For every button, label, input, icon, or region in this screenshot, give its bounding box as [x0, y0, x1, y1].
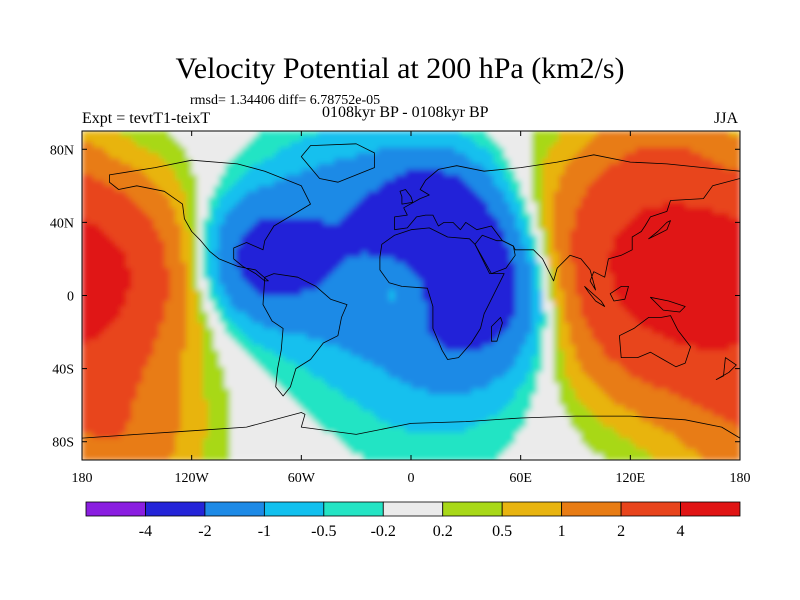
coastlines	[82, 143, 740, 460]
coastline-south-america	[262, 273, 348, 397]
colorbar-swatch	[263, 501, 325, 517]
x-tick-label: 60E	[509, 471, 532, 486]
coastline-new-guinea	[650, 296, 686, 313]
colorbar-label: 4	[677, 523, 685, 540]
colorbar-label: -0.2	[371, 523, 396, 540]
coastline-arabia	[474, 234, 516, 275]
colorbar: -4 -2 -1 -0.5 -0.2 0.2 0.5 1 2 4	[85, 501, 741, 540]
coastline-madagascar	[490, 316, 503, 342]
colorbar-swatch	[561, 501, 622, 517]
colorbar-swatch	[323, 501, 384, 517]
x-tick-label: 120E	[616, 471, 646, 486]
coastline-antarctica	[82, 412, 740, 460]
colorbar-label: 0.5	[492, 523, 512, 540]
chart-title: Velocity Potential at 200 hPa (km2/s)	[175, 52, 625, 85]
period-label: 0108kyr BP - 0108kyr BP	[322, 104, 489, 121]
colorbar-swatch	[680, 501, 741, 517]
x-tick-label: 180	[730, 471, 751, 486]
y-tick-label: 80S	[52, 436, 74, 451]
colorbar-label: -4	[139, 523, 152, 540]
colorbar-label: 0.2	[433, 523, 453, 540]
y-tick-label: 40S	[52, 363, 74, 378]
experiment-label: Expt = tevtT1-teixT	[82, 110, 211, 127]
coastline-borneo	[609, 285, 629, 302]
contour-field	[82, 131, 740, 460]
colorbar-swatch	[442, 501, 503, 517]
colorbar-swatch	[145, 501, 206, 517]
coastline-australia	[619, 315, 691, 368]
coastline-new-zealand	[715, 357, 737, 381]
colorbar-swatch	[85, 501, 146, 517]
coastline-africa	[379, 227, 505, 360]
y-tick-label: 0	[67, 290, 74, 305]
axis-ticks: 180 120W 60W 0 60E 120E 180 80N 40N 0 40S 80S	[50, 131, 751, 486]
x-tick-label: 120W	[175, 471, 210, 486]
y-tick-label: 40N	[50, 216, 74, 231]
colorbar-label: -1	[258, 523, 271, 540]
colorbar-swatch	[204, 501, 265, 517]
colorbar-label: -2	[198, 523, 211, 540]
coastline-sumatra	[584, 285, 606, 307]
contour-cells	[82, 131, 740, 460]
colorbar-swatch	[501, 501, 563, 517]
coastline-britain	[399, 189, 414, 205]
x-tick-label: 60W	[288, 471, 316, 486]
x-tick-label: 0	[408, 471, 415, 486]
coastline-eurasia	[394, 154, 740, 291]
colorbar-label: 2	[617, 523, 625, 540]
x-tick-label: 180	[72, 471, 93, 486]
season-label: JJA	[714, 110, 739, 127]
colorbar-label: 1	[558, 523, 566, 540]
coastline-greenland	[300, 143, 375, 183]
stats-label: rmsd= 1.34406 diff= 6.78752e-05	[190, 93, 381, 108]
colorbar-swatch	[382, 501, 444, 517]
coastline-japan	[648, 220, 671, 240]
coastline-north-america	[109, 159, 311, 282]
colorbar-swatch	[620, 501, 681, 517]
colorbar-label: -0.5	[311, 523, 336, 540]
y-tick-label: 80N	[50, 143, 74, 158]
